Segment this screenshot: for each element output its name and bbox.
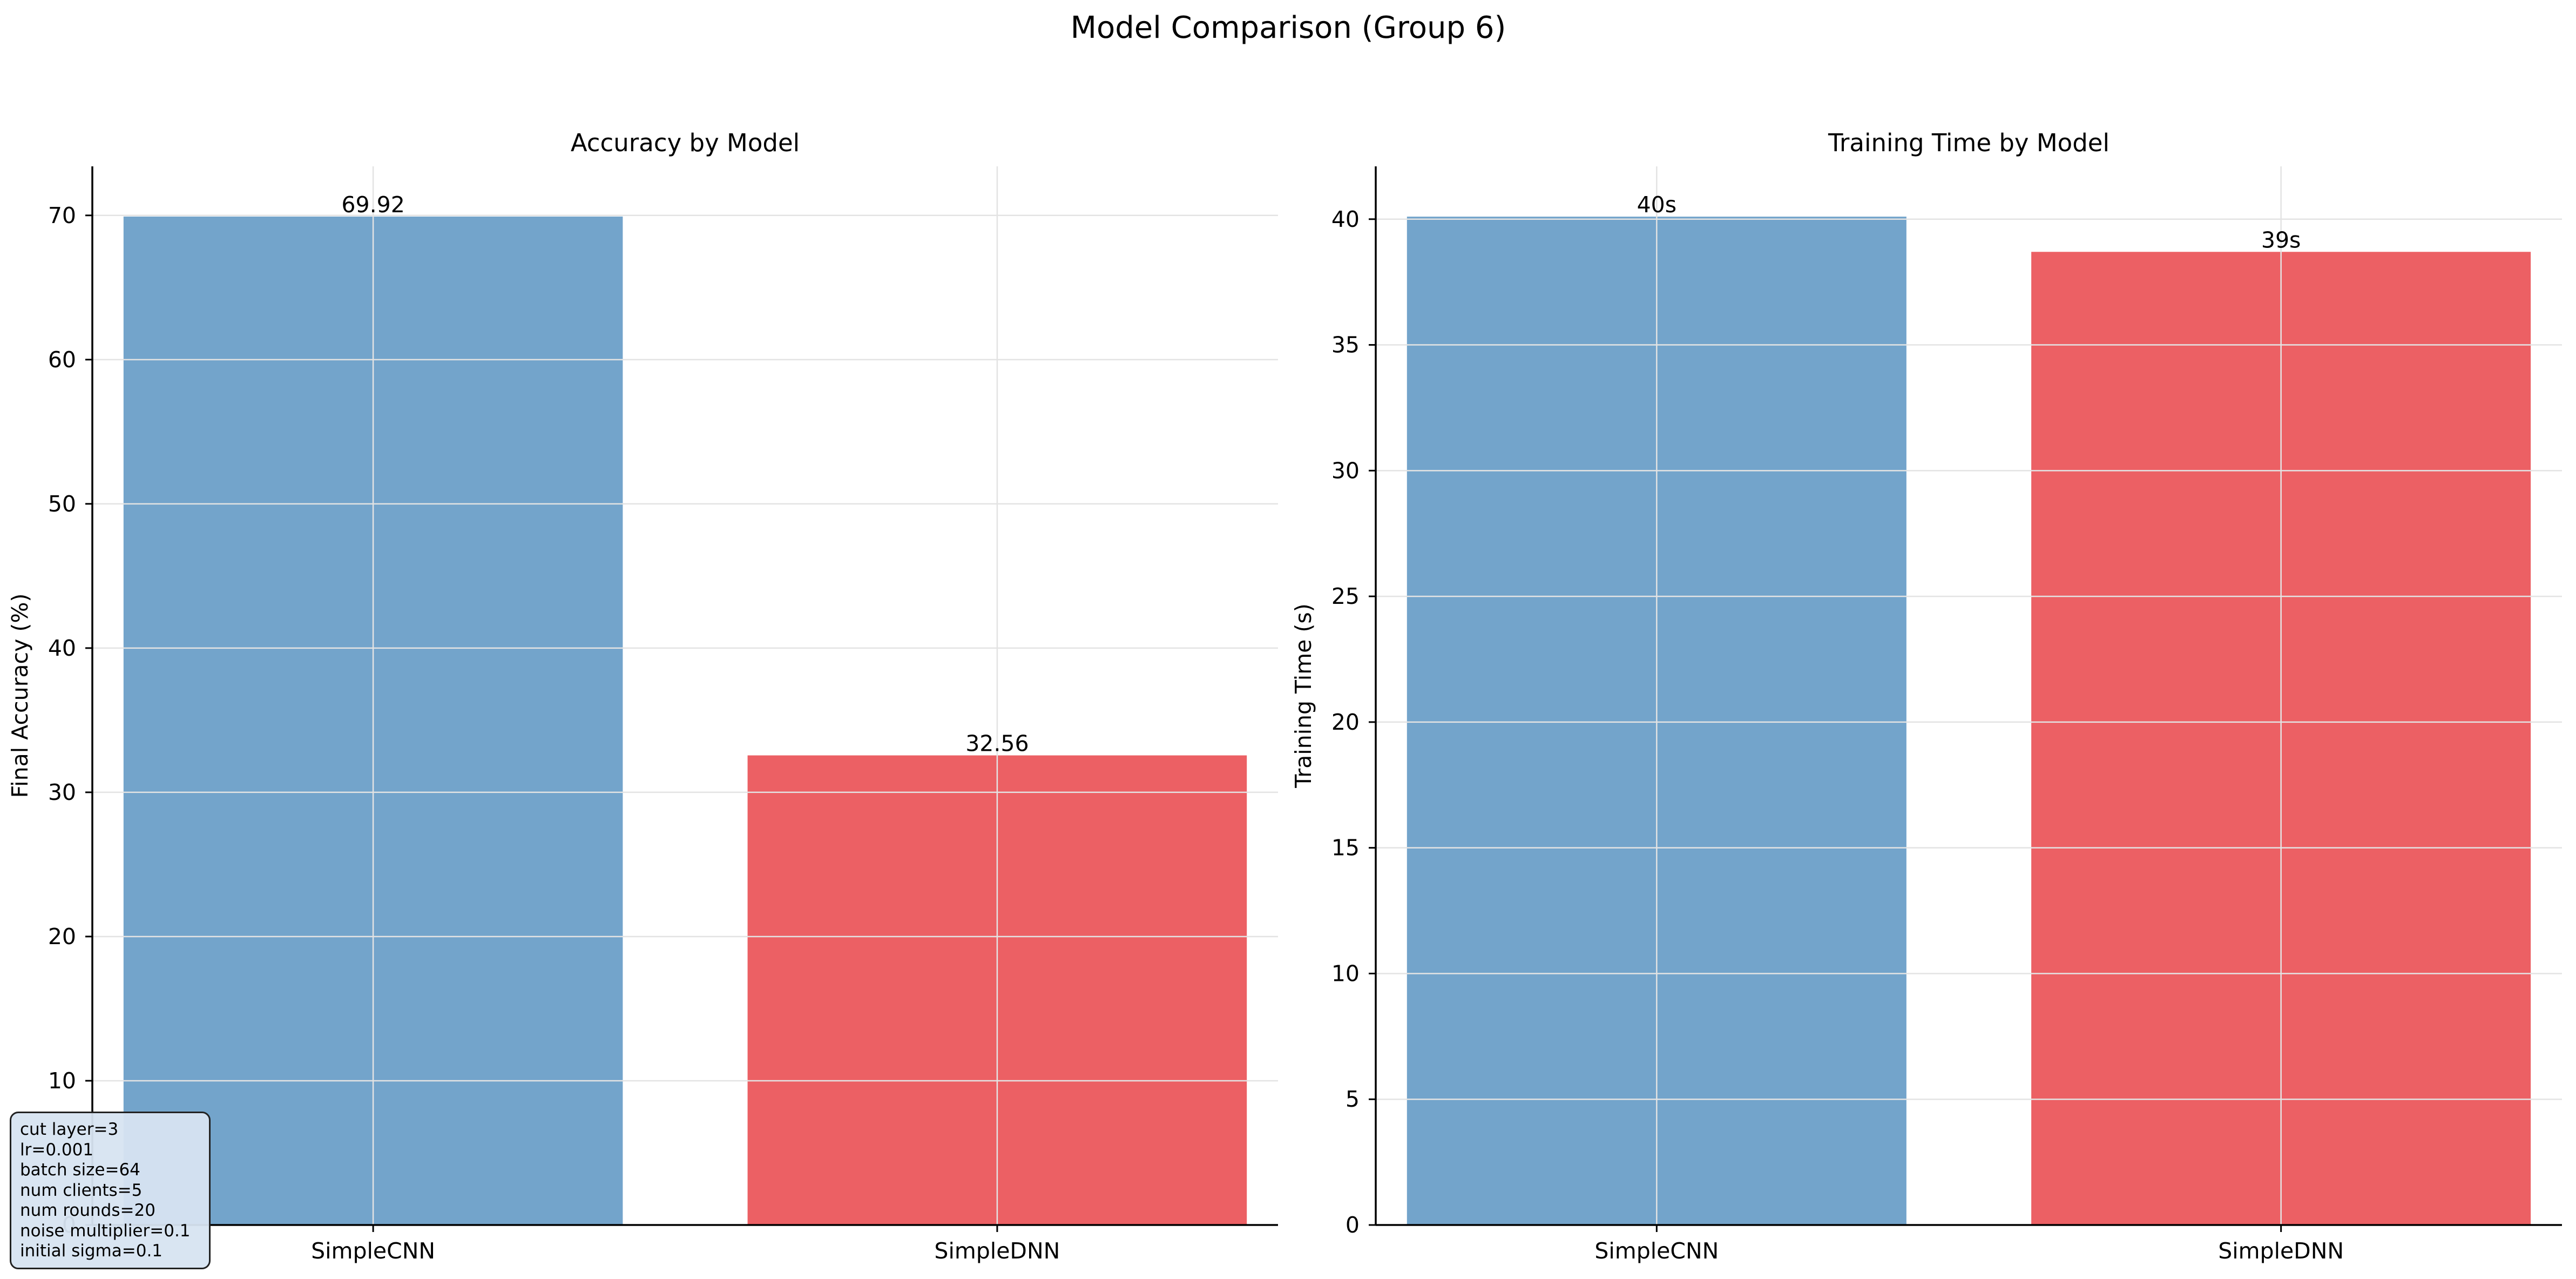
accuracy-y-axis-label: Final Accuracy (%)	[7, 594, 33, 798]
param-num-clients: num clients=5	[20, 1180, 143, 1200]
accuracy-xtick-label-simplednn: SimpleDNN	[934, 1238, 1060, 1264]
training-time-ytick-label: 25	[1331, 583, 1360, 609]
training-time-ytick-label: 35	[1331, 332, 1360, 358]
accuracy-ytick-label: 30	[48, 779, 76, 805]
training-time-ytick-label: 40	[1331, 206, 1360, 232]
accuracy-chart-title: Accuracy by Model	[571, 129, 800, 157]
accuracy-ytick-label: 50	[48, 491, 76, 517]
training-time-chart-title: Training Time by Model	[1828, 129, 2110, 157]
training-time-xtick-label-simplecnn: SimpleCNN	[1594, 1238, 1719, 1264]
hyperparameters-box: cut layer=3 lr=0.001 batch size=64 num c…	[10, 1112, 211, 1269]
training-time-chart-panel: 0 5 10 15 20 25 30 35 40 SimpleCNN SimpleDNN 40s 39s…	[1290, 129, 2562, 1264]
training-time-ytick-label: 20	[1331, 709, 1360, 735]
param-initial-sigma: initial sigma=0.1	[20, 1241, 163, 1261]
param-cut-layer: cut layer=3	[20, 1120, 119, 1139]
training-time-ytick-label: 10	[1331, 960, 1360, 986]
accuracy-xtick-label-simplecnn: SimpleCNN	[311, 1238, 435, 1264]
training-time-xtick-label-simplednn: SimpleDNN	[2218, 1238, 2344, 1264]
accuracy-ytick-label: 60	[48, 347, 76, 373]
training-time-y-axis-label: Training Time (s)	[1290, 603, 1316, 789]
training-time-ytick-label: 0	[1346, 1212, 1360, 1238]
training-time-ytick-label: 15	[1331, 835, 1360, 861]
accuracy-ytick-label: 20	[48, 924, 76, 950]
accuracy-value-label-simplecnn: 69.92	[341, 192, 404, 218]
param-num-rounds: num rounds=20	[20, 1201, 155, 1220]
training-time-value-label-simplecnn: 40s	[1637, 192, 1677, 218]
figure-title: Model Comparison (Group 6)	[1071, 10, 1506, 45]
training-time-ytick-label: 30	[1331, 457, 1360, 483]
param-noise-multiplier: noise multiplier=0.1	[20, 1221, 191, 1241]
accuracy-ytick-label: 40	[48, 635, 76, 661]
accuracy-value-label-simplednn: 32.56	[965, 731, 1029, 757]
accuracy-ytick-label: 70	[48, 203, 76, 228]
accuracy-ytick-label: 10	[48, 1068, 76, 1094]
training-time-value-label-simplednn: 39s	[2261, 227, 2301, 253]
accuracy-chart-panel: 010203040506070SimpleCNNSimpleDNN69.9232…	[7, 129, 1278, 1264]
param-batch-size: batch size=64	[20, 1160, 140, 1180]
param-lr: lr=0.001	[20, 1140, 94, 1160]
training-time-ytick-label: 5	[1346, 1086, 1360, 1112]
